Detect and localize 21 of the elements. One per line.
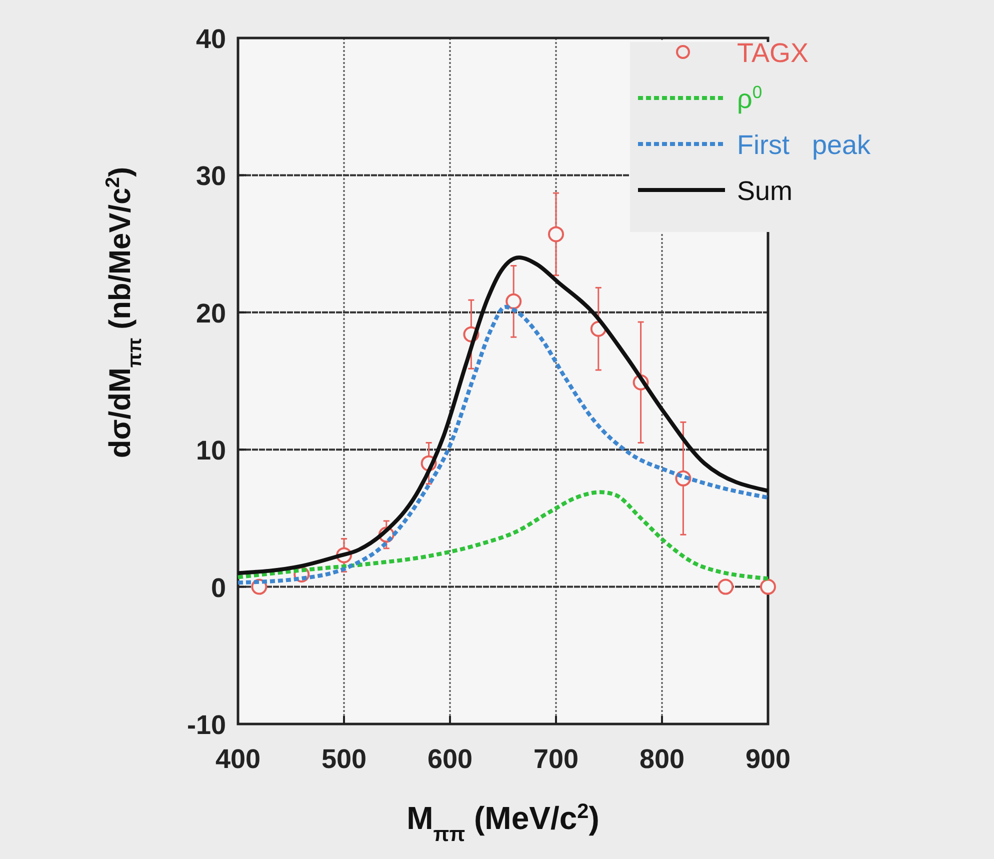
x-tick-label: 600 <box>427 744 473 774</box>
legend-label: ρ$^{0}$ <box>737 82 762 114</box>
x-tick-label: 400 <box>215 744 261 774</box>
legend-label: First peak <box>737 130 872 160</box>
y-tick-label: 20 <box>196 298 226 328</box>
y-tick-label: -10 <box>186 710 226 740</box>
point <box>718 578 734 595</box>
x-tick-label: 700 <box>533 744 579 774</box>
point <box>760 578 776 595</box>
y-tick-label: 40 <box>196 24 226 54</box>
point <box>548 226 564 242</box>
legend-label: TAGX <box>737 38 809 68</box>
y-tick-label: 10 <box>196 436 226 466</box>
legend-label: Sum <box>737 176 793 206</box>
y-tick-label: 0 <box>210 572 226 603</box>
x-tick-label: 500 <box>321 744 367 774</box>
x-tick-label: 900 <box>745 744 791 774</box>
x-axis-title: M$_{ππ}$ (MeV/c$^{2}$) <box>406 800 600 846</box>
x-tick-label: 800 <box>639 744 685 774</box>
y-tick-label: 30 <box>196 161 226 192</box>
point <box>506 293 522 310</box>
